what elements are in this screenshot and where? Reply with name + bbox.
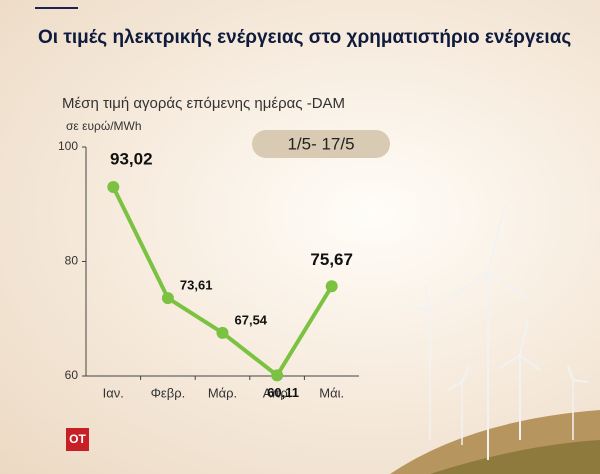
x-tick-label: Μάρ.: [208, 385, 237, 400]
scenery: [390, 204, 600, 474]
value-label: 75,67: [310, 250, 353, 269]
point: [325, 280, 338, 293]
logo-box: [66, 428, 89, 451]
annotation-pill: [252, 130, 390, 158]
subtitle: Μέση τιμή αγοράς επόμενης ημέρας -DAM: [62, 95, 345, 112]
x-tick-label: Ιαν.: [103, 385, 124, 400]
x-tick-label: Μάι.: [319, 385, 344, 400]
x-tick-label: Απρ.: [263, 385, 292, 400]
title: Οι τιμές ηλεκτρικής ενέργειας στο χρηματ…: [38, 27, 572, 48]
value-label: 67,54: [235, 312, 268, 327]
logo: OT: [69, 432, 86, 446]
value-label: 60,11: [267, 385, 299, 400]
value-label: 93,02: [110, 149, 153, 168]
point: [107, 180, 120, 193]
y-tick-label: 100: [58, 139, 78, 153]
point: [271, 369, 284, 382]
point: [161, 292, 174, 305]
point: [216, 326, 229, 339]
unit-label: σε ευρώ/MWh: [66, 119, 142, 133]
x-tick-label: Φεβρ.: [151, 385, 186, 400]
value-label: 73,61: [180, 278, 213, 293]
y-tick-label: 80: [65, 254, 79, 268]
line: [111, 186, 334, 378]
annotation: 1/5- 17/5: [287, 134, 354, 153]
y-tick-label: 60: [65, 368, 79, 382]
